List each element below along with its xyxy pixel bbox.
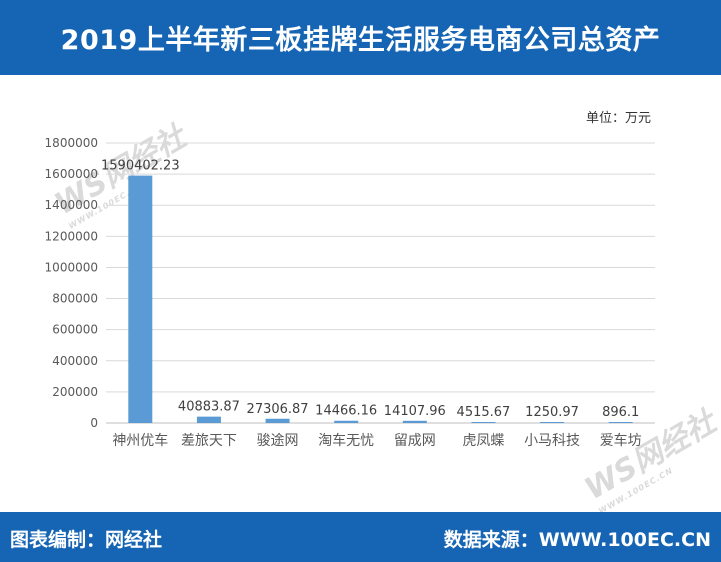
- y-tick-label: 1400000: [45, 198, 98, 212]
- data-label: 14107.96: [384, 404, 446, 419]
- bar: [334, 420, 359, 423]
- y-tick-label: 200000: [52, 385, 98, 399]
- footer-credit: 图表编制：网经社: [10, 529, 163, 551]
- chart-header: 2019上半年新三板挂牌生活服务电商公司总资产: [0, 0, 721, 75]
- data-label: 40883.87: [178, 400, 240, 415]
- unit-label: 单位：万元: [585, 111, 651, 126]
- bar: [608, 422, 633, 423]
- y-tick-label: 1800000: [45, 136, 98, 150]
- x-tick-label: 差旅天下: [181, 433, 237, 449]
- y-tick-label: 1600000: [45, 167, 98, 181]
- data-label: 14466.16: [315, 404, 377, 419]
- data-label: 1590402.23: [101, 159, 180, 174]
- bar: [265, 418, 290, 423]
- bar: [471, 422, 496, 423]
- x-tick-label: 神州优车: [112, 432, 168, 449]
- x-tick-label: 小马科技: [524, 433, 580, 449]
- bar: [540, 422, 565, 423]
- data-label: 27306.87: [247, 402, 309, 417]
- y-tick-label: 1000000: [45, 260, 98, 274]
- y-tick-label: 800000: [52, 292, 98, 306]
- x-tick-label: 留成网: [394, 433, 436, 449]
- x-tick-label: 爱车坊: [600, 432, 642, 449]
- x-tick-label: 骏途网: [257, 432, 299, 449]
- y-tick-label: 1200000: [45, 229, 98, 243]
- footer-bar: 图表编制：网经社 数据来源：WWW.100EC.CN: [0, 512, 721, 562]
- plot-panel: [0, 75, 721, 512]
- y-tick-label: 600000: [52, 323, 98, 337]
- y-tick-label: 0: [90, 416, 98, 430]
- y-tick-label: 400000: [52, 354, 98, 368]
- x-tick-label: 虎凤蝶: [462, 433, 504, 449]
- bar: [196, 416, 221, 423]
- footer-source: 数据来源：WWW.100EC.CN: [443, 529, 711, 551]
- data-label: 1250.97: [525, 405, 579, 420]
- x-tick-label: 淘车无忧: [318, 432, 374, 449]
- bar: [128, 175, 153, 423]
- data-label: 896.1: [602, 405, 639, 420]
- data-label: 4515.67: [457, 405, 511, 420]
- bar: [402, 420, 427, 423]
- chart-title: 2019上半年新三板挂牌生活服务电商公司总资产: [60, 25, 661, 56]
